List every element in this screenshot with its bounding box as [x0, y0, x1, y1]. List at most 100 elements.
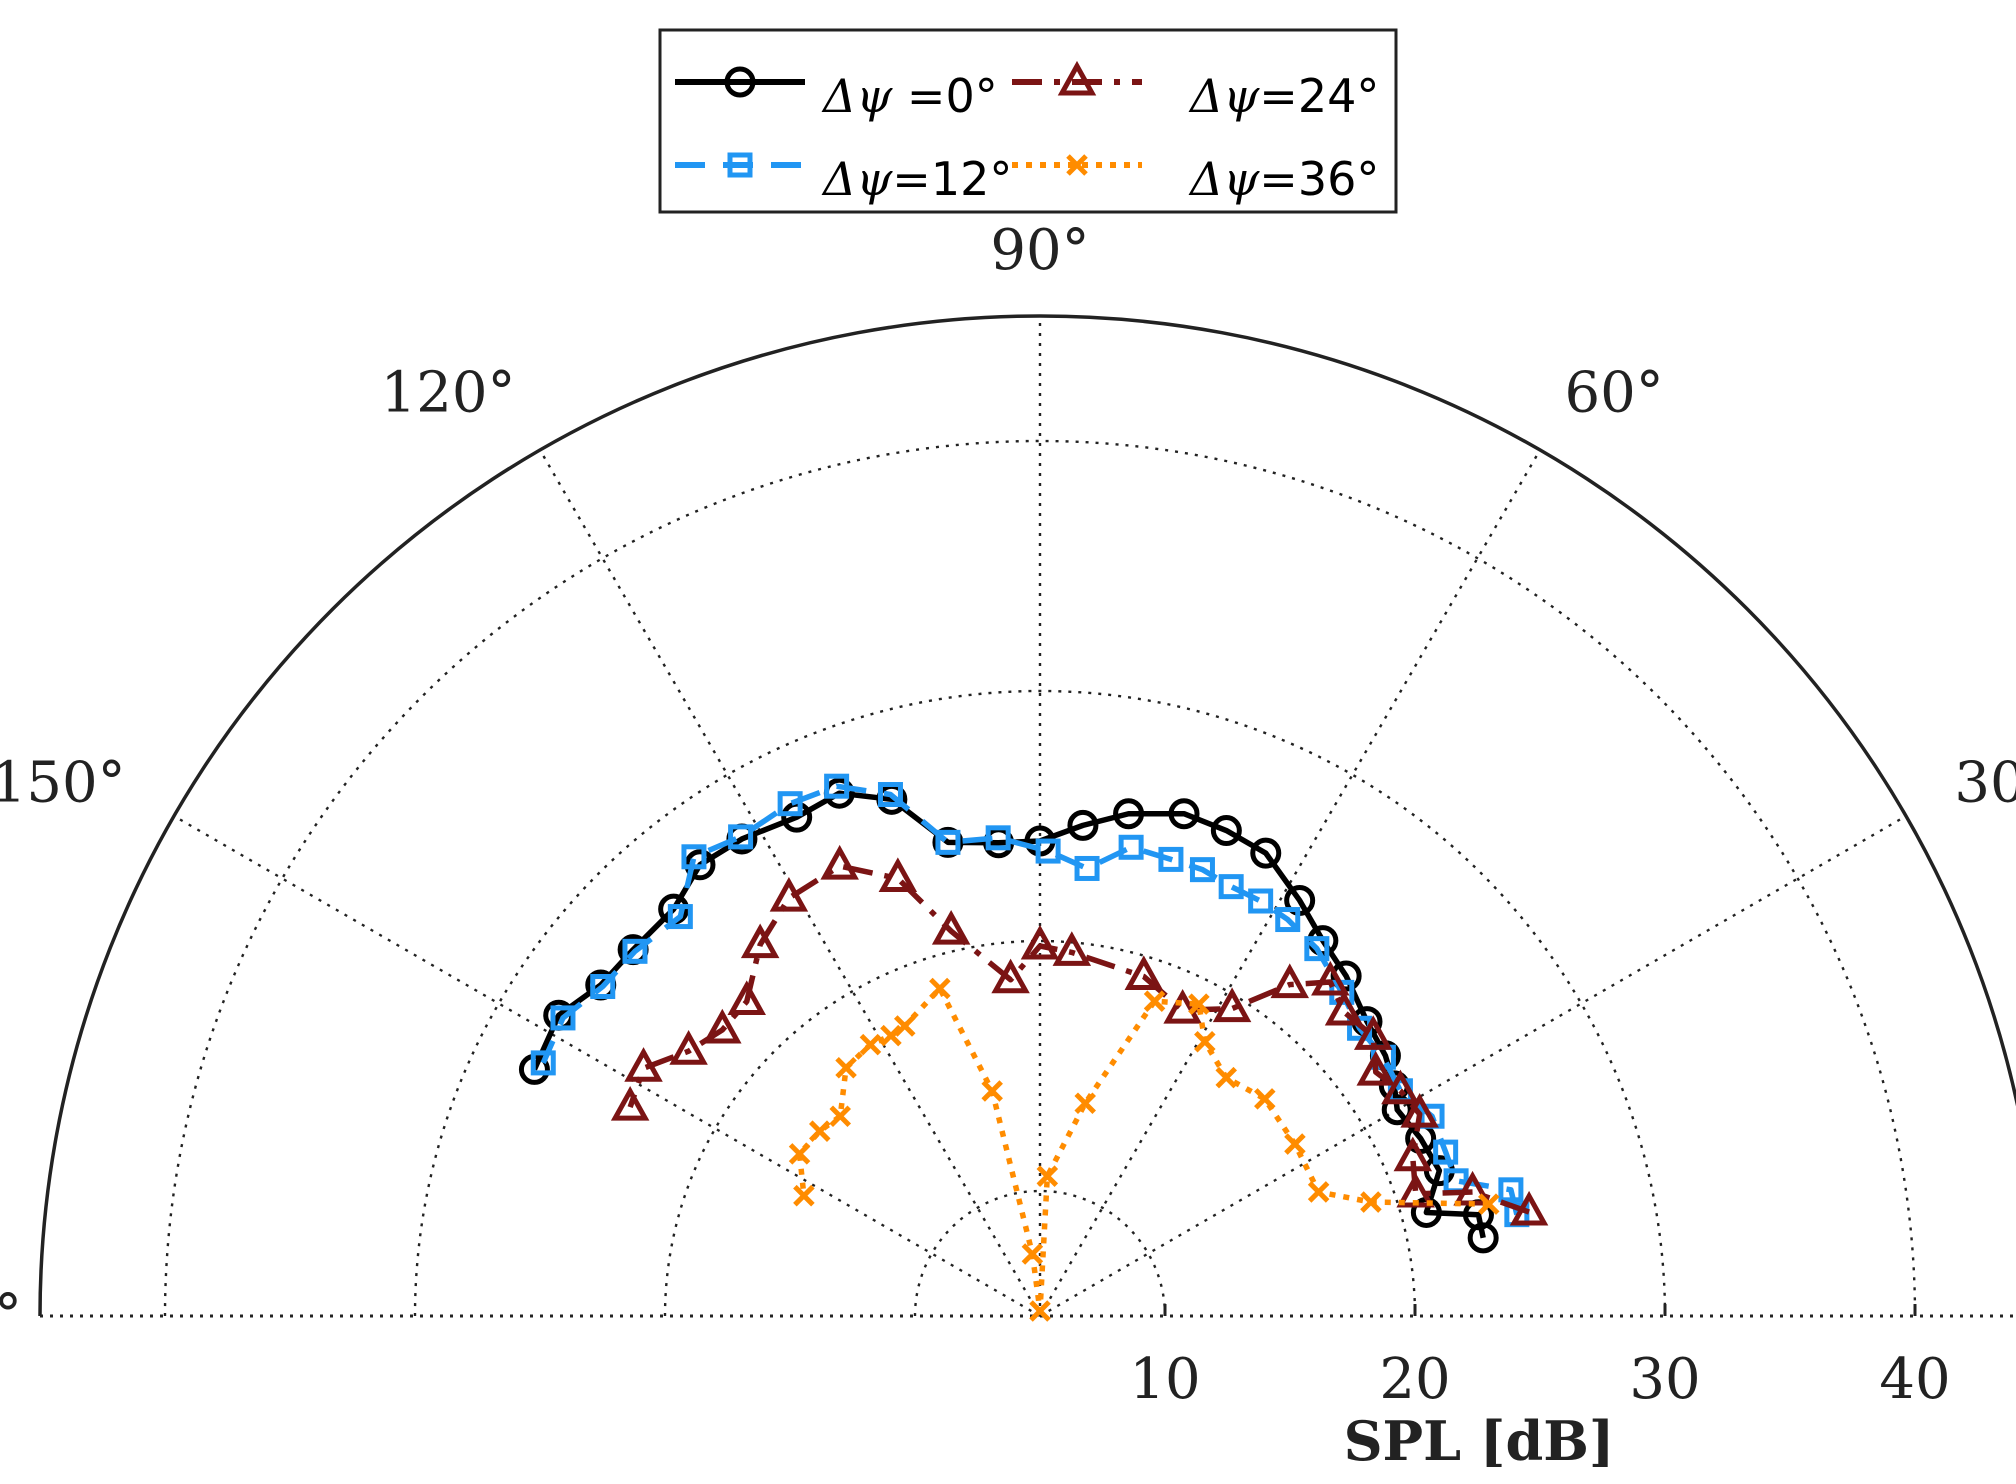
data-point — [793, 1184, 815, 1207]
data-point — [1353, 1015, 1393, 1050]
data-point — [824, 773, 850, 799]
data-point — [985, 825, 1011, 851]
data-point — [727, 980, 766, 1016]
legend-label: Δψ=36° — [1188, 152, 1379, 206]
legend-label: Δψ=12° — [821, 152, 1012, 206]
outer-arc — [38, 314, 2016, 1317]
data-point — [893, 1015, 916, 1037]
data-point — [1189, 857, 1215, 883]
data-point — [624, 1047, 663, 1082]
data-point — [788, 1143, 811, 1165]
r-grid-circle — [163, 439, 1917, 1317]
theta-tick-labels: 0°30°60°90°120°150°180° — [0, 218, 2016, 1348]
data-point — [667, 904, 693, 930]
data-point — [681, 844, 707, 870]
data-point — [669, 1030, 708, 1065]
data-point — [878, 857, 918, 893]
legend-label: Δψ=24° — [1188, 69, 1379, 123]
data-point — [991, 958, 1030, 994]
data-point — [981, 1080, 1003, 1102]
legend-marker — [1057, 60, 1097, 96]
data-point — [1356, 1050, 1395, 1086]
series-square — [530, 773, 1530, 1228]
theta-tick-label: 60° — [1565, 361, 1664, 426]
data-point — [1074, 855, 1100, 881]
data-point — [622, 938, 648, 964]
legend-marker — [727, 152, 753, 178]
data-point — [1477, 1193, 1500, 1215]
data-point — [1194, 1030, 1216, 1053]
series-triangle — [610, 844, 1549, 1226]
data-point — [777, 791, 803, 817]
data-point — [1158, 846, 1184, 872]
r-tick-label: 40 — [1879, 1347, 1950, 1412]
series-x — [788, 977, 1500, 1322]
data-point — [820, 844, 859, 880]
r-tick-label: 30 — [1629, 1347, 1700, 1412]
theta-tick-label: 150° — [0, 751, 126, 816]
data-point — [1021, 1243, 1044, 1265]
data-point — [1400, 1092, 1439, 1128]
data-point — [935, 829, 961, 855]
data-point — [1393, 1136, 1433, 1172]
data-point — [1113, 798, 1145, 830]
data-point — [1210, 815, 1242, 847]
data-point — [530, 1050, 556, 1076]
r-tick-labels: 10 20 30 40 — [1129, 1304, 1951, 1412]
theta-grid-line — [173, 814, 1041, 1318]
data-point — [929, 977, 951, 1000]
data-point — [932, 826, 964, 858]
data-point — [1254, 1088, 1276, 1110]
data-point — [1143, 990, 1166, 1012]
data-point — [550, 1005, 576, 1031]
data-point — [1304, 936, 1330, 962]
data-point — [1215, 1066, 1238, 1089]
r-grid-circle — [663, 939, 1417, 1317]
data-point — [769, 876, 809, 912]
r-tick-label: 10 — [1129, 1347, 1200, 1412]
legend-marker — [724, 66, 756, 98]
data-point — [1360, 1191, 1382, 1213]
data-point — [880, 1024, 902, 1047]
theta-tick-label: 180° — [0, 1283, 22, 1348]
legend-items: Δψ =0° Δψ=12° Δψ=24° Δψ=36° — [675, 60, 1379, 206]
theta-tick-label: 30° — [1954, 751, 2016, 816]
data-point — [610, 1086, 650, 1121]
data-point — [1118, 834, 1144, 860]
data-point — [1307, 1181, 1330, 1203]
data-point — [1381, 1069, 1420, 1105]
r-grid-circle — [413, 689, 1667, 1317]
theta-grid-line — [1039, 814, 1907, 1318]
data-point — [1270, 963, 1310, 999]
polar-frame — [38, 314, 2016, 1318]
data-point — [1324, 990, 1364, 1026]
data-point — [1212, 987, 1252, 1023]
data-point — [931, 909, 971, 945]
data-point — [1433, 1139, 1459, 1165]
legend-entry: Δψ=24° — [1012, 60, 1379, 123]
theta-tick-label: 90° — [990, 218, 1089, 283]
data-point — [1036, 1165, 1059, 1187]
data-point — [859, 1033, 882, 1056]
data-point — [1248, 888, 1274, 914]
data-point — [1074, 1092, 1096, 1115]
series-layer — [518, 773, 1549, 1322]
legend-entry: Δψ=36° — [1012, 152, 1379, 206]
series-line — [531, 790, 1486, 1239]
legend-entry: Δψ =0° — [675, 66, 998, 123]
data-point — [1311, 960, 1350, 996]
legend-marker — [1066, 154, 1088, 176]
data-point — [1124, 955, 1164, 991]
data-point — [877, 782, 903, 808]
data-point — [1275, 907, 1301, 933]
legend-box — [658, 28, 1398, 214]
r-axis-title: SPL [dB] — [1344, 1409, 1615, 1473]
data-point — [829, 1105, 852, 1128]
data-point — [1052, 931, 1092, 966]
legend-label: Δψ =0° — [821, 69, 998, 123]
data-point — [1284, 1133, 1306, 1155]
data-point — [590, 974, 616, 1000]
theta-tick-label: 120° — [381, 361, 516, 426]
data-point — [1509, 1190, 1549, 1226]
